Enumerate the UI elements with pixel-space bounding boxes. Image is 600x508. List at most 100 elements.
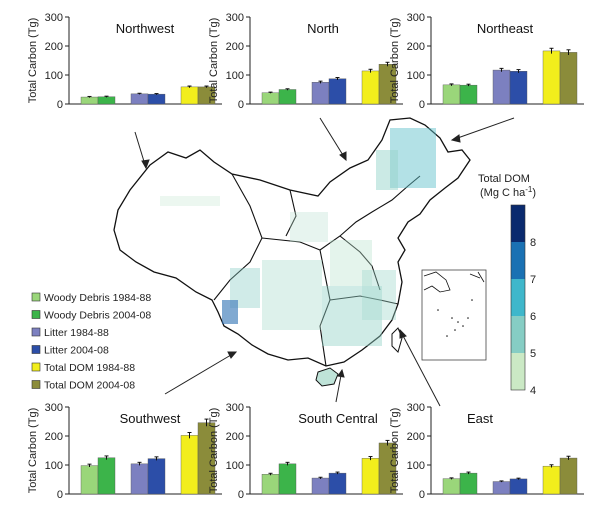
- panel-title: East: [467, 411, 493, 426]
- bar: [492, 481, 511, 495]
- y-tick-label: 100: [407, 460, 425, 472]
- colorbar-tick-label: 7: [530, 274, 536, 286]
- arrow-east: [399, 329, 441, 407]
- panel-title: Northwest: [116, 21, 175, 36]
- bar: [459, 472, 478, 495]
- y-tick-label: 300: [407, 12, 425, 24]
- y-tick-label: 300: [45, 402, 63, 414]
- y-tick-label: 300: [45, 12, 63, 24]
- legend-label: Woody Debris 1984-88: [44, 292, 151, 304]
- panel-title: South Central: [298, 411, 378, 426]
- colorbar-segment: [511, 353, 525, 390]
- map-outline: [113, 117, 471, 367]
- arrowhead-northwest: [141, 159, 150, 170]
- bar: [278, 89, 297, 105]
- y-tick-label: 0: [238, 99, 244, 111]
- dom-density-texture: [160, 128, 436, 346]
- panel-east: 0 100 200 300 Total Carbon (Tg) East: [389, 402, 584, 501]
- legend-swatch: [31, 380, 41, 389]
- inset-islands: [437, 299, 473, 337]
- y-tick-label: 100: [226, 460, 244, 472]
- china-map: [113, 117, 487, 387]
- arrowhead-southwest: [227, 351, 238, 359]
- colorbar-unit: (Mg C ha-1): [480, 185, 536, 199]
- bar: [97, 96, 116, 105]
- y-axis-label: Total Carbon (Tg): [208, 18, 220, 104]
- y-tick-label: 0: [238, 489, 244, 501]
- bar: [311, 477, 330, 495]
- colorbar-title: Total DOM: [478, 173, 530, 185]
- y-tick-label: 0: [419, 99, 425, 111]
- y-tick-label: 100: [45, 70, 63, 82]
- y-tick-label: 0: [57, 489, 63, 501]
- legend-swatch: [31, 310, 41, 319]
- panel-title: Southwest: [120, 411, 181, 426]
- colorbar-segment: [511, 242, 525, 279]
- south-china-sea-inset: [421, 269, 487, 361]
- legend-label: Total DOM 2004-08: [44, 380, 135, 392]
- bar: [361, 458, 380, 495]
- y-tick-label: 200: [407, 431, 425, 443]
- y-tick-label: 200: [226, 41, 244, 53]
- y-tick-label: 200: [226, 431, 244, 443]
- y-tick-label: 300: [226, 12, 244, 24]
- y-axis-label: Total Carbon (Tg): [27, 18, 39, 104]
- panel-northeast: 0 100 200 300 Total Carbon (Tg) Northeast: [389, 12, 584, 111]
- colorbar-tick-label: 8: [530, 237, 536, 249]
- y-tick-label: 200: [45, 41, 63, 53]
- colorbar-segment: [511, 279, 525, 316]
- legend-swatch: [31, 292, 41, 302]
- arrowhead-south-central: [337, 368, 345, 378]
- arrow-southwest: [164, 351, 237, 395]
- bar: [261, 92, 280, 105]
- bar: [278, 463, 297, 495]
- bar: [130, 93, 149, 105]
- arrowhead-northeast: [450, 134, 461, 143]
- colorbar-tick-label: 5: [530, 348, 536, 360]
- bar: [328, 78, 347, 105]
- bar: [361, 70, 380, 105]
- y-tick-label: 0: [57, 99, 63, 111]
- bar: [180, 86, 199, 105]
- bar: [492, 69, 511, 105]
- bar: [509, 71, 528, 105]
- panel-north: 0 100 200 300 Total Carbon (Tg) North: [208, 12, 403, 111]
- y-tick-label: 300: [407, 402, 425, 414]
- arrow-north: [319, 117, 347, 161]
- hainan-island: [315, 367, 339, 387]
- legend-swatch: [31, 327, 41, 337]
- panel-title: Northeast: [477, 21, 534, 36]
- bar: [311, 82, 330, 105]
- legend-label: Litter 2004-08: [44, 345, 109, 357]
- legend: Woody Debris 1984-88 Woody Debris 2004-08…: [31, 292, 151, 392]
- bar-panels: 0 100 200 300 Total Carbon (Tg) Northwest 0 100…: [27, 12, 584, 501]
- legend-label: Litter 1984-88: [44, 327, 109, 339]
- region-arrows: [134, 117, 515, 407]
- bar: [180, 435, 199, 495]
- colorbar-tick-label: 4: [530, 385, 536, 397]
- bar: [147, 93, 166, 105]
- colorbar-segment: [511, 205, 525, 242]
- y-tick-label: 300: [226, 402, 244, 414]
- bar: [80, 96, 99, 105]
- colorbar: Total DOM(Mg C ha-1) 4 5 6 7 8: [478, 173, 536, 397]
- legend-swatch: [31, 345, 41, 354]
- y-axis-label: Total Carbon (Tg): [27, 408, 39, 494]
- bar: [542, 50, 561, 105]
- bar: [442, 84, 461, 105]
- bar: [542, 465, 561, 495]
- bar: [559, 52, 578, 105]
- bar: [147, 458, 166, 495]
- legend-label: Total DOM 1984-88: [44, 362, 135, 374]
- legend-label: Woody Debris 2004-08: [44, 310, 151, 322]
- bar: [509, 478, 528, 495]
- bar: [328, 472, 347, 495]
- colorbar-segment: [511, 316, 525, 353]
- bar: [130, 463, 149, 495]
- bar: [559, 457, 578, 495]
- region-boundaries: [213, 173, 421, 367]
- colorbar-frame: [510, 204, 526, 391]
- bar: [459, 84, 478, 105]
- panel-northwest: 0 100 200 300 Total Carbon (Tg) Northwest: [27, 12, 222, 111]
